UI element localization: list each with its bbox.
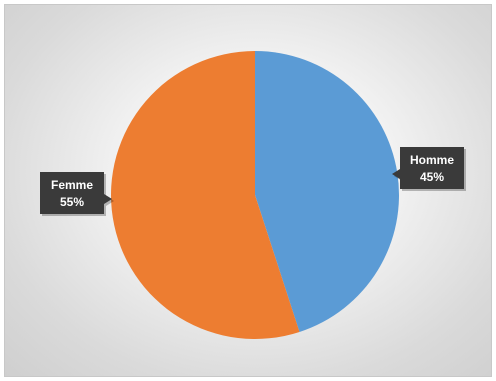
pie-slice-femme <box>111 51 300 339</box>
data-label-value: 55% <box>60 195 84 209</box>
chart-area: Homme 45% Femme 55% <box>4 4 492 377</box>
data-label-femme: Femme 55% <box>40 172 114 216</box>
data-label-category: Homme <box>410 153 454 167</box>
callout-box <box>40 172 112 214</box>
callout-box <box>392 147 464 189</box>
pie-chart: Homme 45% Femme 55% <box>40 51 466 339</box>
pie-slice-homme <box>255 51 400 332</box>
data-label-value: 45% <box>420 170 444 184</box>
data-label-homme: Homme 45% <box>392 147 466 191</box>
data-label-callouts: Homme 45% Femme 55% <box>40 147 466 216</box>
pie-slices <box>111 51 400 339</box>
data-label-category: Femme <box>51 178 93 192</box>
